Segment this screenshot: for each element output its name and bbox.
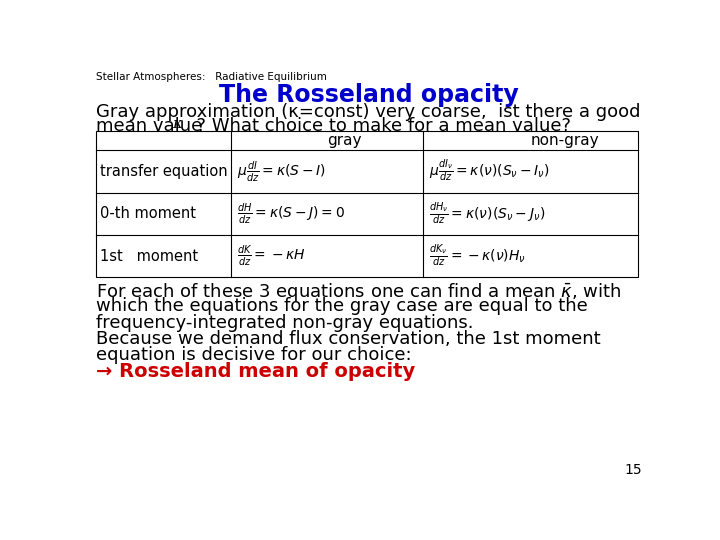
Text: 1st   moment: 1st moment: [100, 248, 198, 264]
Bar: [96, 131, 638, 278]
Text: non-gray: non-gray: [531, 133, 599, 148]
Text: mean value: mean value: [96, 117, 214, 135]
Text: → Rosseland mean of opacity: → Rosseland mean of opacity: [96, 362, 415, 381]
Text: frequency-integrated non-gray equations.: frequency-integrated non-gray equations.: [96, 314, 474, 332]
Text: $\mu\frac{dI_\nu}{dz} = \kappa(\nu)(S_\nu - I_\nu)$: $\mu\frac{dI_\nu}{dz} = \kappa(\nu)(S_\n…: [429, 158, 550, 185]
Text: $\frac{dK}{dz} = -\kappa H$: $\frac{dK}{dz} = -\kappa H$: [238, 244, 306, 268]
Text: $\frac{dH}{dz} = \kappa(S-J) = 0$: $\frac{dH}{dz} = \kappa(S-J) = 0$: [238, 201, 346, 226]
Text: equation is decisive for our choice:: equation is decisive for our choice:: [96, 346, 412, 364]
Text: $\mu\frac{dI}{dz} = \kappa(S-I)$: $\mu\frac{dI}{dz} = \kappa(S-I)$: [238, 159, 326, 184]
Text: Because we demand flux conservation, the 1st moment: Because we demand flux conservation, the…: [96, 330, 600, 348]
Text: gray: gray: [327, 133, 361, 148]
Text: Gray approximation (κ=const) very coarse,  ist there a good: Gray approximation (κ=const) very coarse…: [96, 103, 641, 122]
Text: 0-th moment: 0-th moment: [100, 206, 196, 221]
Text: Stellar Atmospheres:   Radiative Equilibrium: Stellar Atmospheres: Radiative Equilibri…: [96, 72, 327, 83]
Text: ? What choice to make for a mean value?: ? What choice to make for a mean value?: [184, 117, 570, 135]
Text: $\frac{dH_\nu}{dz} = \kappa(\nu)(S_\nu - J_\nu)$: $\frac{dH_\nu}{dz} = \kappa(\nu)(S_\nu -…: [429, 201, 546, 227]
Text: For each of these 3 equations one can find a mean $\bar{\kappa}$, with: For each of these 3 equations one can fi…: [96, 281, 621, 303]
Text: $\frac{dK_\nu}{dz} = -\kappa(\nu)H_\nu$: $\frac{dK_\nu}{dz} = -\kappa(\nu)H_\nu$: [429, 243, 526, 269]
Text: 15: 15: [624, 463, 642, 477]
Text: transfer equation: transfer equation: [100, 164, 228, 179]
Text: κ: κ: [172, 117, 182, 131]
Text: which the equations for the gray case are equal to the: which the equations for the gray case ar…: [96, 298, 588, 315]
Text: The Rosseland opacity: The Rosseland opacity: [219, 83, 519, 107]
